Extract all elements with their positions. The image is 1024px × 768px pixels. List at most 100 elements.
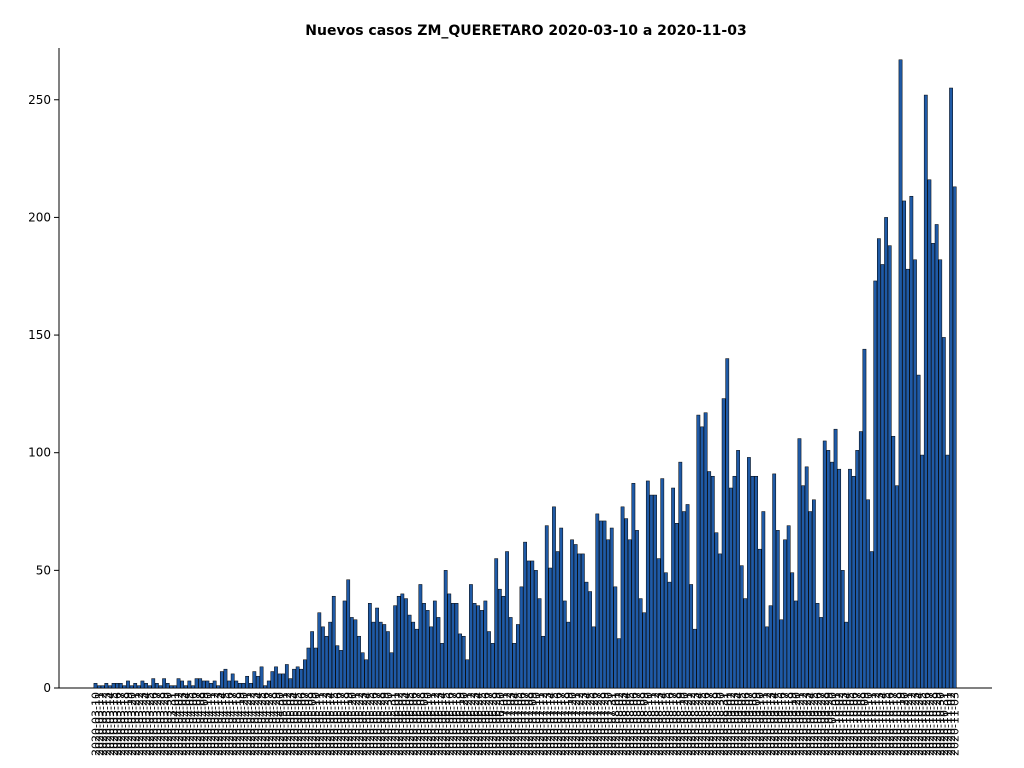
bar bbox=[797, 438, 802, 689]
x-tick-label: 2020-04-06 bbox=[187, 692, 200, 756]
bar bbox=[895, 485, 899, 689]
bar bbox=[880, 264, 885, 689]
x-tick-label: 2020-07-22 bbox=[573, 692, 586, 756]
bar bbox=[165, 683, 170, 689]
x-tick-label: 2020-04-26 bbox=[259, 692, 272, 756]
bar bbox=[447, 593, 452, 689]
x-tick-label: 2020-06-13 bbox=[432, 692, 445, 756]
x-tick-label: 2020-10-03 bbox=[837, 692, 850, 756]
x-tick-label: 2020-04-12 bbox=[209, 692, 222, 756]
bar bbox=[371, 621, 376, 689]
x-tick-label: 2020-06-08 bbox=[414, 692, 427, 756]
x-tick-label: 2020-06-12 bbox=[429, 692, 442, 756]
bar bbox=[440, 643, 444, 689]
x-tick-label: 2020-09-27 bbox=[815, 692, 828, 756]
bar bbox=[916, 374, 921, 689]
bar bbox=[772, 473, 777, 689]
x-tick-label: 2020-08-21 bbox=[682, 692, 695, 756]
bar bbox=[501, 595, 506, 689]
x-tick-label: 2020-09-13 bbox=[765, 692, 778, 756]
x-tick-label: 2020-04-16 bbox=[223, 692, 236, 756]
bar bbox=[136, 685, 141, 689]
x-tick-label: 2020-03-26 bbox=[147, 692, 160, 756]
bar bbox=[364, 659, 369, 689]
x-tick-label: 2020-09-17 bbox=[779, 692, 792, 756]
x-tick-label: 2020-05-13 bbox=[321, 692, 334, 756]
bar bbox=[739, 565, 744, 689]
bar bbox=[588, 591, 592, 689]
x-tick-label: 2020-05-08 bbox=[302, 692, 315, 756]
bar bbox=[732, 475, 737, 689]
x-tick-label: 2020-05-26 bbox=[367, 692, 380, 756]
x-tick-label: 2020-07-27 bbox=[591, 692, 604, 756]
bar bbox=[241, 683, 246, 689]
x-tick-label: 2020-10-19 bbox=[895, 692, 908, 756]
x-tick-label: 2020-05-22 bbox=[353, 692, 366, 756]
bar bbox=[306, 647, 311, 689]
bar bbox=[393, 605, 398, 689]
bar bbox=[512, 643, 517, 689]
x-tick-label: 2020-08-14 bbox=[656, 692, 669, 756]
x-tick-label: 2020-04-10 bbox=[201, 692, 214, 756]
x-tick-label: 2020-04-13 bbox=[212, 692, 225, 756]
x-tick-label: 2020-03-27 bbox=[151, 692, 164, 756]
bar bbox=[505, 551, 509, 689]
x-tick-label: 2020-10-09 bbox=[858, 692, 871, 756]
bar bbox=[158, 685, 163, 689]
x-tick-label: 2020-08-26 bbox=[700, 692, 713, 756]
x-tick-label: 2020-07-23 bbox=[577, 692, 590, 756]
bar bbox=[710, 475, 715, 689]
bar bbox=[826, 450, 831, 689]
y-tick-label: 50 bbox=[36, 563, 51, 577]
x-tick-label: 2020-04-19 bbox=[234, 692, 247, 756]
x-tick-label: 2020-07-13 bbox=[541, 692, 554, 756]
y-tick-label: 150 bbox=[28, 328, 51, 342]
bar bbox=[660, 478, 665, 689]
y-tick-label: 250 bbox=[28, 93, 51, 107]
x-tick-label: 2020-03-23 bbox=[136, 692, 149, 756]
bar bbox=[613, 586, 618, 689]
x-tick-label: 2020-08-06 bbox=[627, 692, 640, 756]
x-tick-label: 2020-09-07 bbox=[743, 692, 756, 756]
bar bbox=[757, 548, 762, 689]
x-tick-label: 2020-03-28 bbox=[154, 692, 167, 756]
x-tick-label: 2020-10-15 bbox=[880, 692, 893, 756]
x-tick-label: 2020-06-06 bbox=[407, 692, 420, 756]
bar bbox=[775, 530, 780, 689]
bar bbox=[566, 621, 571, 689]
bar bbox=[685, 504, 690, 689]
x-tick-label: 2020-05-07 bbox=[299, 692, 312, 756]
x-tick-label: 2020-10-16 bbox=[884, 692, 897, 756]
x-tick-label: 2020-07-09 bbox=[526, 692, 539, 756]
bar bbox=[418, 584, 423, 689]
x-tick-label: 2020-06-05 bbox=[404, 692, 417, 756]
bar bbox=[209, 683, 213, 689]
bar bbox=[331, 595, 336, 689]
bar bbox=[949, 87, 953, 689]
x-tick-label: 2020-07-30 bbox=[602, 692, 615, 756]
x-tick-label: 2020-09-25 bbox=[808, 692, 821, 756]
bar bbox=[736, 450, 740, 689]
bar bbox=[303, 659, 307, 689]
bar bbox=[432, 600, 437, 689]
x-tick-label: 2020-03-16 bbox=[111, 692, 124, 756]
bar bbox=[664, 572, 668, 689]
x-tick-label: 2020-07-12 bbox=[537, 692, 550, 756]
bar bbox=[696, 414, 701, 689]
bar bbox=[295, 666, 300, 689]
x-tick-label: 2020-08-04 bbox=[620, 692, 633, 756]
bar bbox=[140, 680, 145, 689]
x-tick-label: 2020-04-18 bbox=[230, 692, 243, 756]
bar bbox=[851, 475, 856, 689]
x-tick-label: 2020-08-29 bbox=[710, 692, 723, 756]
x-tick-label: 2020-07-06 bbox=[515, 692, 528, 756]
x-tick-label: 2020-04-29 bbox=[270, 692, 283, 756]
bar bbox=[808, 511, 813, 689]
x-tick-label: 2020-08-11 bbox=[645, 692, 658, 756]
bar bbox=[378, 621, 383, 689]
x-tick-label: 2020-10-29 bbox=[931, 692, 944, 756]
bar bbox=[534, 570, 538, 689]
x-tick-label: 2020-08-03 bbox=[617, 692, 630, 756]
bar bbox=[862, 348, 867, 689]
bar bbox=[277, 673, 282, 689]
